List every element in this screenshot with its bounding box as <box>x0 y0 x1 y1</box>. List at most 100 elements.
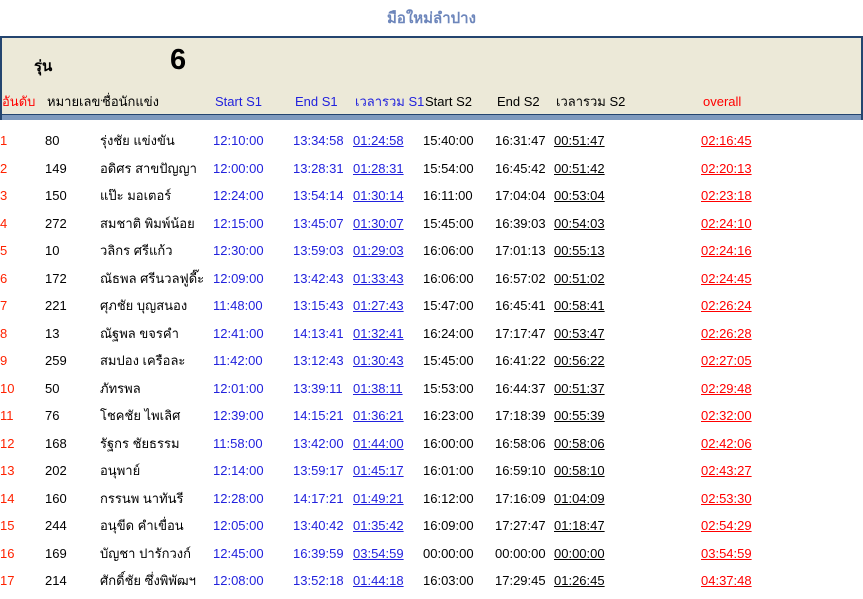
total-s1-link[interactable]: 03:54:59 <box>353 545 404 561</box>
start-s2-cell: 16:24:00 <box>423 325 474 341</box>
end-s2-cell: 16:39:03 <box>495 215 546 231</box>
total-s2-link[interactable]: 00:58:10 <box>554 463 605 479</box>
total-s2-link[interactable]: 00:00:00 <box>554 545 605 561</box>
total-s2-link[interactable]: 00:51:02 <box>554 270 605 286</box>
total-s1-link[interactable]: 01:45:17 <box>353 463 404 479</box>
total-s2-link[interactable]: 00:51:47 <box>554 133 605 149</box>
overall-time-link[interactable]: 02:26:24 <box>701 298 752 314</box>
total-s1-link[interactable]: 01:24:58 <box>353 133 404 149</box>
total-s2-link[interactable]: 00:54:03 <box>554 215 605 231</box>
end-s2-cell: 16:45:41 <box>495 298 546 314</box>
start-s1-cell: 12:39:00 <box>213 408 264 424</box>
racer-name-cell: รัฐกร ชัยธรรม <box>100 435 180 451</box>
rank-cell: 15 <box>0 518 15 534</box>
overall-time-link[interactable]: 02:27:05 <box>701 353 752 369</box>
total-s1-link[interactable]: 01:38:11 <box>353 380 403 396</box>
car-number-cell: 259 <box>45 353 67 369</box>
overall-time-link[interactable]: 02:42:06 <box>701 435 752 451</box>
overall-time-link[interactable]: 02:26:28 <box>701 325 752 341</box>
end-s2-cell: 16:41:22 <box>495 353 546 369</box>
class-header-panel: รุ่น 6 อันดับ หมายเลขรถ ชื่อนักแข่ง Star… <box>0 36 863 120</box>
col-header-overall: overall <box>703 94 742 109</box>
total-s1-link[interactable]: 01:27:43 <box>353 298 404 314</box>
start-s1-cell: 11:48:00 <box>213 298 263 314</box>
total-s1-link[interactable]: 01:44:00 <box>353 435 404 451</box>
table-row: 6 172 ณัธพล ศรีนวลฟูดี๊ะ 12:09:00 13:42:… <box>0 265 859 293</box>
racer-name-cell: ณัฐพล ขจรคำ <box>100 325 179 341</box>
start-s2-cell: 15:53:00 <box>423 380 474 396</box>
start-s1-cell: 12:01:00 <box>213 380 264 396</box>
total-s1-link[interactable]: 01:32:41 <box>353 325 404 341</box>
total-s1-link[interactable]: 01:33:43 <box>353 270 404 286</box>
total-s2-link[interactable]: 00:58:06 <box>554 435 605 451</box>
table-row: 17 214 ศักดิ์ชัย ซึ่งพิพัฒฯ 12:08:00 13:… <box>0 567 859 595</box>
total-s1-link[interactable]: 01:30:14 <box>353 188 404 204</box>
overall-time-link[interactable]: 02:23:18 <box>701 188 752 204</box>
start-s2-cell: 15:54:00 <box>423 160 474 176</box>
rank-cell: 7 <box>0 298 8 314</box>
car-number-cell: 80 <box>45 133 60 149</box>
rank-cell: 17 <box>0 573 15 589</box>
total-s2-link[interactable]: 00:53:04 <box>554 188 605 204</box>
total-s2-link[interactable]: 01:04:09 <box>554 490 605 506</box>
overall-time-link[interactable]: 02:32:00 <box>701 408 752 424</box>
table-row: 15 244 อนุขีด คำเขื่อน 12:05:00 13:40:42… <box>0 512 859 540</box>
total-s2-link[interactable]: 01:18:47 <box>554 518 605 534</box>
total-s1-link[interactable]: 01:30:43 <box>353 353 404 369</box>
col-header-end-s2: End S2 <box>497 94 540 109</box>
overall-time-link[interactable]: 02:24:45 <box>701 270 752 286</box>
overall-time-link[interactable]: 03:54:59 <box>701 545 752 561</box>
overall-time-link[interactable]: 02:54:29 <box>701 518 752 534</box>
total-s1-link[interactable]: 01:30:07 <box>353 215 404 231</box>
overall-time-link[interactable]: 02:24:16 <box>701 243 752 259</box>
racer-name-cell: อนุพาย์ <box>100 463 141 479</box>
car-number-cell: 168 <box>45 435 67 451</box>
car-number-cell: 150 <box>45 188 67 204</box>
total-s1-link[interactable]: 01:44:18 <box>353 573 404 589</box>
total-s2-link[interactable]: 00:55:13 <box>554 243 605 259</box>
end-s2-cell: 17:01:13 <box>495 243 546 259</box>
racer-name-cell: ศุภชัย บุญสนอง <box>100 298 188 314</box>
total-s2-link[interactable]: 00:56:22 <box>554 353 605 369</box>
total-s1-link[interactable]: 01:28:31 <box>353 160 404 176</box>
total-s1-link[interactable]: 01:29:03 <box>353 243 404 259</box>
end-s1-cell: 13:12:43 <box>293 353 344 369</box>
overall-time-link[interactable]: 02:53:30 <box>701 490 752 506</box>
col-header-start-s1: Start S1 <box>215 94 262 109</box>
overall-time-link[interactable]: 02:43:27 <box>701 463 752 479</box>
rank-cell: 2 <box>0 160 8 176</box>
total-s2-link[interactable]: 00:51:37 <box>554 380 605 396</box>
total-s2-link[interactable]: 01:26:45 <box>554 573 605 589</box>
total-s1-link[interactable]: 01:49:21 <box>353 490 404 506</box>
table-row: 12 168 รัฐกร ชัยธรรม 11:58:00 13:42:00 0… <box>0 430 859 458</box>
end-s1-cell: 14:15:21 <box>293 408 344 424</box>
rank-cell: 11 <box>0 408 14 424</box>
end-s1-cell: 13:54:14 <box>293 188 344 204</box>
table-row: 4 272 สมชาติ พิมพ์น้อย 12:15:00 13:45:07… <box>0 210 859 238</box>
table-row: 5 10 วลิกร ศรีแก้ว 12:30:00 13:59:03 01:… <box>0 237 859 265</box>
start-s2-cell: 16:01:00 <box>423 463 474 479</box>
total-s1-link[interactable]: 01:36:21 <box>353 408 404 424</box>
end-s1-cell: 13:42:43 <box>293 270 344 286</box>
overall-time-link[interactable]: 02:29:48 <box>701 380 752 396</box>
total-s1-link[interactable]: 01:35:42 <box>353 518 404 534</box>
overall-time-link[interactable]: 04:37:48 <box>701 573 752 589</box>
rank-cell: 4 <box>0 215 8 231</box>
table-row: 7 221 ศุภชัย บุญสนอง 11:48:00 13:15:43 0… <box>0 292 859 320</box>
racer-name-cell: บัญชา ปารักวงก์ <box>100 545 191 561</box>
table-row: 11 76 โชคชัย ไพเลิศ 12:39:00 14:15:21 01… <box>0 402 859 430</box>
class-label: รุ่น <box>34 58 53 75</box>
overall-time-link[interactable]: 02:20:13 <box>701 160 752 176</box>
total-s2-link[interactable]: 00:55:39 <box>554 408 605 424</box>
total-s2-link[interactable]: 00:53:47 <box>554 325 605 341</box>
overall-time-link[interactable]: 02:24:10 <box>701 215 752 231</box>
end-s2-cell: 16:45:42 <box>495 160 546 176</box>
start-s2-cell: 15:40:00 <box>423 133 474 149</box>
racer-name-cell: แป๊ะ มอเตอร์ <box>100 188 172 204</box>
overall-time-link[interactable]: 02:16:45 <box>701 133 752 149</box>
table-row: 13 202 อนุพาย์ 12:14:00 13:59:17 01:45:1… <box>0 457 859 485</box>
end-s1-cell: 13:28:31 <box>293 160 344 176</box>
car-number-cell: 149 <box>45 160 67 176</box>
total-s2-link[interactable]: 00:51:42 <box>554 160 605 176</box>
total-s2-link[interactable]: 00:58:41 <box>554 298 605 314</box>
